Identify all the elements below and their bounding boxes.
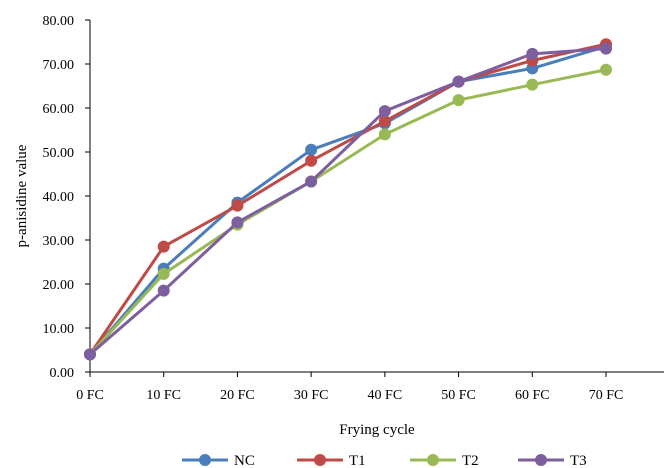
x-tick-label: 50 FC bbox=[441, 388, 476, 403]
x-ticks: 0 FC 10 FC 20 FC 30 FC 40 FC 50 FC 60 FC 70 FC bbox=[76, 372, 623, 403]
data-point bbox=[526, 47, 539, 60]
y-tick-label: 0.00 bbox=[50, 366, 75, 381]
legend-item-nc: NC bbox=[182, 453, 255, 468]
data-point bbox=[157, 240, 170, 253]
series-line bbox=[88, 44, 608, 356]
y-tick-label: 50.00 bbox=[43, 146, 75, 161]
x-tick-label: 20 FC bbox=[220, 388, 255, 403]
data-point bbox=[600, 42, 612, 55]
series-layer bbox=[84, 38, 612, 361]
data-point bbox=[378, 128, 391, 141]
legend-label: T1 bbox=[349, 453, 366, 468]
y-tick-label: 80.00 bbox=[43, 14, 75, 29]
legend-marker bbox=[314, 454, 326, 466]
x-tick-label: 0 FC bbox=[76, 388, 104, 403]
legend-label: NC bbox=[234, 453, 255, 468]
y-tick-label: 10.00 bbox=[43, 322, 75, 337]
data-point bbox=[305, 154, 318, 167]
legend-item-t3: T3 bbox=[518, 453, 587, 468]
y-tick-label: 20.00 bbox=[43, 278, 75, 293]
data-point bbox=[452, 94, 465, 107]
x-tick-label: 40 FC bbox=[368, 388, 403, 403]
x-tick-label: 60 FC bbox=[515, 388, 550, 403]
y-tick-label: 40.00 bbox=[43, 190, 75, 205]
x-tick-label: 30 FC bbox=[294, 388, 329, 403]
legend: NC T1 T2 T3 bbox=[182, 453, 587, 468]
y-ticks: 0.00 10.00 20.00 30.00 40.00 50.00 60.00 70.00 8… bbox=[43, 14, 90, 381]
legend-marker bbox=[535, 454, 547, 466]
data-point bbox=[452, 75, 465, 88]
data-point bbox=[305, 175, 318, 188]
legend-marker bbox=[199, 454, 211, 466]
series-t3 bbox=[84, 42, 612, 361]
data-point bbox=[231, 216, 244, 229]
axes bbox=[89, 20, 664, 373]
data-point bbox=[231, 199, 244, 212]
series-line bbox=[88, 42, 608, 356]
legend-label: T2 bbox=[462, 453, 479, 468]
y-tick-label: 60.00 bbox=[43, 102, 75, 117]
x-axis-title: Frying cycle bbox=[339, 422, 415, 438]
data-point bbox=[378, 115, 391, 128]
x-tick-label: 10 FC bbox=[146, 388, 181, 403]
data-point bbox=[600, 63, 612, 76]
y-tick-label: 30.00 bbox=[43, 234, 75, 249]
data-point bbox=[378, 105, 391, 118]
legend-item-t2: T2 bbox=[410, 453, 479, 468]
x-tick-label: 70 FC bbox=[589, 388, 624, 403]
y-tick-label: 70.00 bbox=[43, 58, 75, 73]
legend-label: T3 bbox=[570, 453, 587, 468]
data-point bbox=[526, 78, 539, 91]
data-point bbox=[84, 348, 96, 361]
data-point bbox=[157, 267, 170, 280]
series-line bbox=[88, 68, 608, 356]
series-t2 bbox=[84, 63, 612, 361]
data-point bbox=[305, 143, 318, 156]
y-axis-title: p-anisidine value bbox=[14, 144, 30, 247]
legend-item-t1: T1 bbox=[297, 453, 366, 468]
legend-marker bbox=[427, 454, 439, 466]
series-line bbox=[88, 47, 608, 356]
data-point bbox=[157, 284, 170, 297]
